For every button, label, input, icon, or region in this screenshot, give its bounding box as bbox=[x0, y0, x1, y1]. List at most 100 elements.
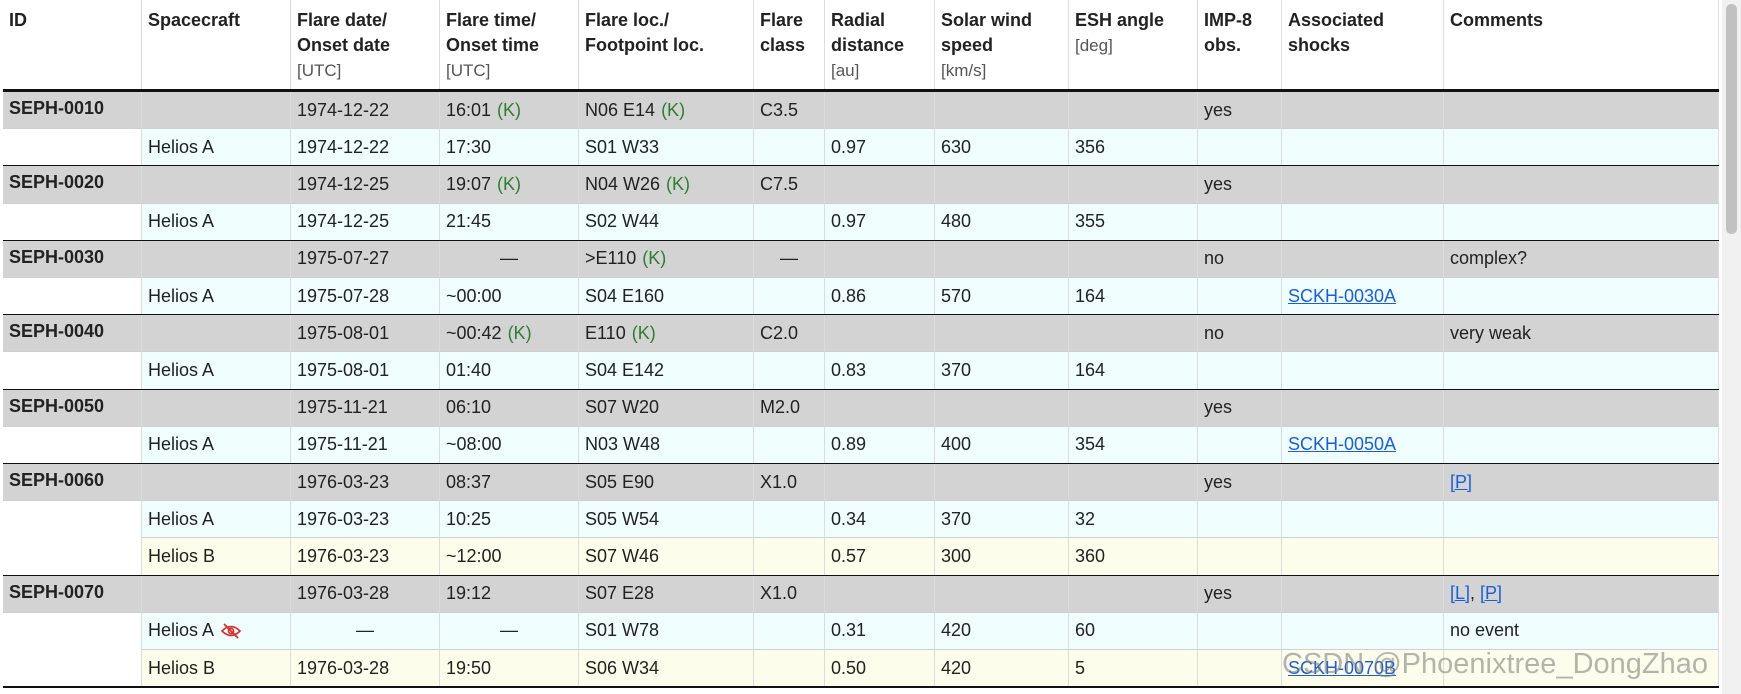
cell-text: 1975-11-21 bbox=[297, 397, 388, 418]
spacecraft-cell bbox=[754, 203, 825, 241]
spacecraft-cell bbox=[1444, 538, 1719, 576]
cell-text: E110 bbox=[585, 322, 626, 343]
cell-text: S01 W33 bbox=[585, 136, 660, 157]
spacecraft-cell bbox=[754, 129, 825, 167]
cell-text: Helios A bbox=[148, 434, 215, 455]
link[interactable]: [P] bbox=[1450, 471, 1473, 492]
id-spacer bbox=[3, 612, 142, 688]
event-cell: 1975-08-01 bbox=[291, 315, 440, 353]
spacecraft-cell: Helios A bbox=[142, 129, 291, 167]
header-rule bbox=[3, 89, 1719, 92]
spacecraft-cell: ~00:00 bbox=[440, 278, 579, 316]
cell-text: 0.97 bbox=[831, 211, 867, 232]
event-cell bbox=[1069, 240, 1198, 278]
cell-text: ~08:00 bbox=[446, 434, 502, 455]
link[interactable]: SCKH-0050A bbox=[1288, 434, 1397, 455]
event-cell bbox=[142, 92, 291, 130]
header-title: obs. bbox=[1204, 35, 1242, 55]
cell-text: 19:12 bbox=[446, 583, 492, 604]
spacecraft-cell: 10:25 bbox=[440, 501, 579, 539]
cell-text: C3.5 bbox=[760, 99, 799, 120]
cell-text: 355 bbox=[1075, 211, 1106, 232]
event-cell bbox=[1282, 575, 1444, 613]
event-cell: M2.0 bbox=[754, 389, 825, 427]
link[interactable]: [L] bbox=[1450, 583, 1471, 604]
bottom-rule bbox=[3, 686, 1719, 689]
cell-text: N04 W26 bbox=[585, 173, 661, 194]
spacecraft-cell: Helios B bbox=[142, 538, 291, 576]
event-cell: 1975-07-27 bbox=[291, 240, 440, 278]
cell-text: 17:30 bbox=[446, 136, 492, 157]
spacecraft-cell: S01 W33 bbox=[579, 129, 754, 167]
spacecraft-cell: S04 E160 bbox=[579, 278, 754, 316]
cell-text: X1.0 bbox=[760, 583, 798, 604]
event-cell: very weak bbox=[1444, 315, 1719, 353]
cell-text: 1976-03-28 bbox=[297, 583, 390, 604]
cell-text: SEPH-0010 bbox=[9, 98, 105, 118]
event-cell: X1.0 bbox=[754, 464, 825, 502]
spacecraft-cell: Helios A bbox=[142, 426, 291, 464]
scrollbar-thumb[interactable] bbox=[1726, 4, 1737, 234]
event-cell bbox=[935, 92, 1069, 130]
cell-text: 1974-12-22 bbox=[297, 136, 390, 157]
header-title: IMP-8 bbox=[1204, 10, 1253, 30]
cell-text: — bbox=[356, 620, 374, 641]
event-cell: SEPH-0040 bbox=[3, 315, 142, 353]
cell-text: N03 W48 bbox=[585, 434, 661, 455]
spacecraft-cell: 32 bbox=[1069, 501, 1198, 539]
cell-text: SEPH-0060 bbox=[9, 470, 105, 490]
event-cell: — bbox=[440, 240, 579, 278]
spacecraft-cell bbox=[1198, 612, 1282, 650]
cell-text: S07 W20 bbox=[585, 397, 660, 418]
event-cell bbox=[1282, 389, 1444, 427]
cell-text: Helios B bbox=[148, 657, 216, 678]
event-cell bbox=[1069, 464, 1198, 502]
header-unit: [UTC] bbox=[297, 61, 342, 80]
cell-text: 19:07 bbox=[446, 173, 492, 194]
header-title: shocks bbox=[1288, 35, 1351, 55]
cell-text: 5 bbox=[1075, 657, 1086, 678]
cell-text: very weak bbox=[1450, 322, 1532, 343]
event-cell bbox=[1282, 315, 1444, 353]
cell-text: 630 bbox=[941, 136, 972, 157]
cell-text: 01:40 bbox=[446, 359, 492, 380]
cell-text: 300 bbox=[941, 545, 972, 566]
source-note: (K) bbox=[666, 173, 691, 194]
cell-text: SEPH-0040 bbox=[9, 321, 105, 342]
link[interactable]: [P] bbox=[1480, 583, 1503, 604]
cell-text: yes bbox=[1204, 99, 1233, 120]
cell-text: 21:45 bbox=[446, 211, 492, 232]
link[interactable]: SCKH-0030A bbox=[1288, 285, 1397, 306]
cell-text: S04 E142 bbox=[585, 359, 665, 380]
event-cell bbox=[1282, 464, 1444, 502]
header-title: Radial bbox=[831, 10, 886, 30]
cell-text: 0.31 bbox=[831, 620, 867, 641]
cell-text: S05 E90 bbox=[585, 471, 655, 492]
header-title: distance bbox=[831, 35, 905, 55]
event-cell: C3.5 bbox=[754, 92, 825, 130]
header-cell: Flare loc./ Footpoint loc. bbox=[579, 0, 754, 89]
spacecraft-cell: — bbox=[291, 612, 440, 650]
spacecraft-cell: 1974-12-25 bbox=[291, 203, 440, 241]
spacecraft-cell: S07 W46 bbox=[579, 538, 754, 576]
event-cell: SEPH-0020 bbox=[3, 166, 142, 204]
event-cell: no bbox=[1198, 315, 1282, 353]
watermark: CSDN @Phoenixtree_DongZhao bbox=[1282, 648, 1708, 680]
spacecraft-cell: S06 W34 bbox=[579, 650, 754, 688]
cell-text: 480 bbox=[941, 211, 972, 232]
cell-text: 570 bbox=[941, 285, 972, 306]
header-title: Associated bbox=[1288, 10, 1385, 30]
cell-text: yes bbox=[1204, 471, 1233, 492]
event-cell bbox=[1444, 166, 1719, 204]
link[interactable]: SCKH-0070B bbox=[1288, 657, 1397, 678]
event-cell: >E110 (K) bbox=[579, 240, 754, 278]
spacecraft-cell bbox=[754, 426, 825, 464]
cell-text: no event bbox=[1450, 620, 1520, 641]
spacecraft-cell: — bbox=[440, 612, 579, 650]
spacecraft-cell: ~12:00 bbox=[440, 538, 579, 576]
event-cell bbox=[935, 240, 1069, 278]
cell-text: S07 W46 bbox=[585, 545, 660, 566]
header-cell: Associated shocks bbox=[1282, 0, 1444, 89]
cell-text: SEPH-0050 bbox=[9, 395, 105, 416]
